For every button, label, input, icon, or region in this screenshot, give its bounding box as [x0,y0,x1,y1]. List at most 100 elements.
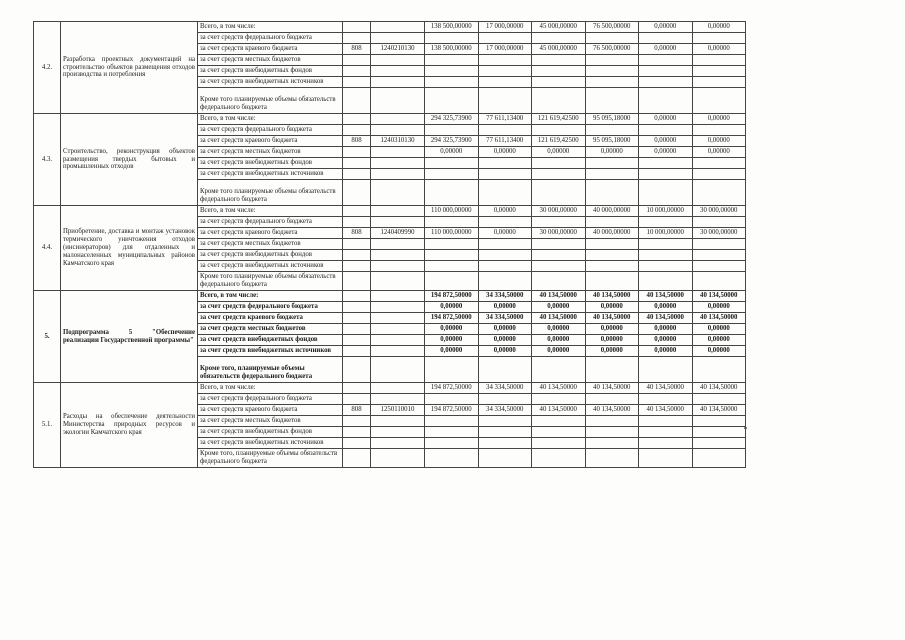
amount-cell: 138 500,00000 [424,21,479,33]
row-description: Строительство, реконструкция объектов ра… [60,113,198,206]
amount-cell [638,76,693,88]
amount-cell [638,356,693,383]
target-article-code [370,301,425,313]
amount-cell: 40 134,50000 [691,404,746,416]
amount-cell: 294 325,73900 [424,135,479,147]
amount-cell [584,76,639,88]
amount-cell [531,124,586,136]
amount-cell: 0,00000 [424,345,479,357]
amount-cell [424,179,479,206]
amount-cell [691,54,746,66]
amount-cell [477,238,532,250]
amount-cell: 0,00000 [584,345,639,357]
amount-cell: 0,00000 [691,345,746,357]
amount-cell [691,393,746,405]
target-article-code [370,124,425,136]
amount-cell [477,179,532,206]
amount-cell: 0,00000 [531,301,586,313]
amount-cell: 0,00000 [531,146,586,158]
amount-cell [638,157,693,169]
amount-cell [424,426,479,438]
amount-cell: 0,00000 [531,345,586,357]
amount-cell: 0,00000 [477,345,532,357]
funding-source-label: за счет средств краевого бюджета [197,135,343,147]
funding-source-label: за счет средств внебюджетных источников [197,76,343,88]
amount-cell: 30 000,00000 [531,227,586,239]
amount-cell [531,216,586,228]
amount-cell [691,32,746,44]
amount-cell: 77 611,13400 [477,113,532,125]
amount-cell: 40 134,50000 [638,290,693,302]
amount-cell [638,54,693,66]
row-number: 5.1. [33,382,61,468]
table-row: за счет средств федерального бюджета [34,393,746,405]
funding-source-label: за счет средств внебюджетных источников [197,260,343,272]
target-article-code [370,32,425,44]
amount-cell [638,415,693,427]
amount-cell [477,260,532,272]
amount-cell: 95 095,18000 [584,135,639,147]
amount-cell [584,426,639,438]
amount-cell [477,32,532,44]
amount-cell: 0,00000 [477,334,532,346]
grbs-code [342,260,371,272]
funding-source-label: Кроме того планируемые объемы обязательс… [197,271,343,291]
table-row: за счет средств федерального бюджета [34,32,746,44]
amount-cell [477,54,532,66]
amount-cell [638,249,693,261]
grbs-code [342,205,371,217]
amount-cell: 34 334,50000 [477,404,532,416]
amount-cell: 0,00000 [691,135,746,147]
amount-cell [584,54,639,66]
grbs-code [342,448,371,468]
amount-cell [638,393,693,405]
amount-cell [691,124,746,136]
amount-cell: 121 619,42500 [531,135,586,147]
grbs-code [342,271,371,291]
row-number: 4.3. [33,113,61,206]
amount-cell: 0,00000 [638,113,693,125]
amount-cell [691,87,746,114]
table-row: за счет средств краевого бюджета 808 12501… [34,404,746,416]
funding-source-label: за счет средств краевого бюджета [197,227,343,239]
table-row: Кроме того, планируемые объемы обязатель… [34,448,746,468]
amount-cell [424,238,479,250]
amount-cell: 0,00000 [477,227,532,239]
target-article-code [370,179,425,206]
amount-cell [584,124,639,136]
amount-cell [691,65,746,77]
amount-cell [477,393,532,405]
grbs-code [342,323,371,335]
amount-cell: 0,00000 [477,301,532,313]
amount-cell: 194 872,50000 [424,382,479,394]
amount-cell [584,179,639,206]
amount-cell [477,437,532,449]
amount-cell [477,216,532,228]
amount-cell [424,260,479,272]
amount-cell [638,426,693,438]
grbs-code: 808 [342,135,371,147]
budget-table: 4.2. Разработка проектных документаций на… [33,21,746,468]
table-row: за счет средств краевого бюджета 194 872,… [34,312,746,324]
budget-table-body: 4.2. Разработка проектных документаций на… [33,21,746,468]
amount-cell [638,168,693,180]
amount-cell: 40 134,50000 [584,290,639,302]
amount-cell: 10 000,00000 [638,227,693,239]
target-article-code [370,87,425,114]
amount-cell: 194 872,50000 [424,404,479,416]
amount-cell [477,271,532,291]
amount-cell: 40 134,50000 [531,382,586,394]
amount-cell [638,87,693,114]
funding-source-label: за счет средств внебюджетных источников [197,437,343,449]
grbs-code [342,437,371,449]
amount-cell [424,271,479,291]
target-article-code [370,65,425,77]
grbs-code [342,157,371,169]
amount-cell: 40 134,50000 [531,290,586,302]
amount-cell: 40 134,50000 [584,312,639,324]
amount-cell [477,426,532,438]
amount-cell [584,356,639,383]
amount-cell [691,415,746,427]
amount-cell: 40 134,50000 [584,382,639,394]
amount-cell: 0,00000 [424,301,479,313]
